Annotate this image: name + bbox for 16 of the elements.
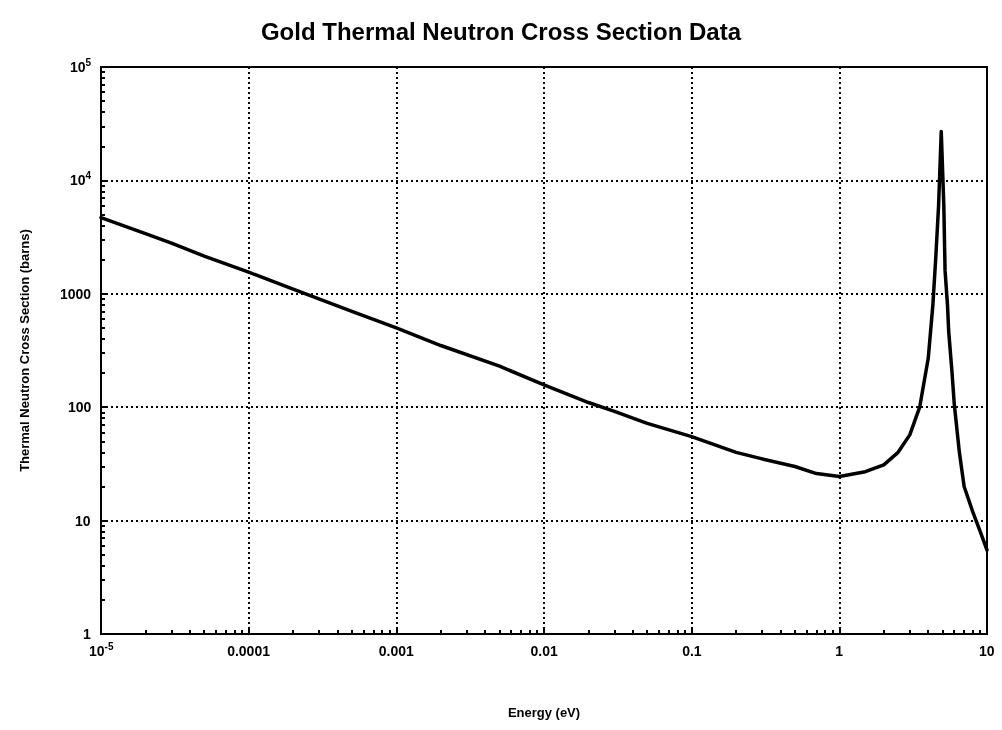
x-tick-label: 0.1 — [682, 643, 702, 659]
x-tick-label: 0.001 — [378, 643, 414, 659]
x-tick-label: 1 — [835, 643, 844, 659]
y-axis-title: Thermal Neutron Cross Section (barns) — [17, 229, 32, 472]
chart-title: Gold Thermal Neutron Cross Section Data — [260, 17, 742, 45]
x-tick-label: 0.01 — [530, 643, 558, 659]
y-tick-label: 10 — [75, 512, 91, 529]
x-tick-label: 10 — [979, 643, 995, 659]
x-axis-title: Energy (eV) — [507, 705, 581, 720]
y-tick-label: 10$^{5}$ — [70, 57, 92, 75]
y-tick-label: 1000 — [60, 285, 92, 302]
x-tick-label: 10$^{-5}$ — [89, 641, 114, 659]
y-tick-label: 1 — [83, 626, 91, 642]
y-tick-label: 100 — [68, 399, 92, 416]
x-tick-label: 0.0001 — [227, 643, 270, 659]
y-tick-label: 10$^{4}$ — [70, 170, 92, 189]
